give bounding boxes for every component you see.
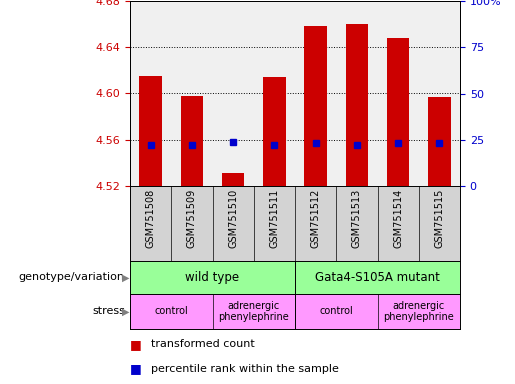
- Text: transformed count: transformed count: [150, 339, 254, 349]
- Text: GSM751514: GSM751514: [393, 188, 403, 248]
- Bar: [346, 24, 368, 186]
- Text: GSM751512: GSM751512: [311, 188, 321, 248]
- Text: GSM751513: GSM751513: [352, 188, 362, 248]
- Text: control: control: [154, 306, 188, 316]
- Text: GSM751509: GSM751509: [187, 188, 197, 248]
- Text: ▶: ▶: [122, 273, 129, 283]
- Text: percentile rank within the sample: percentile rank within the sample: [150, 364, 338, 374]
- Text: stress: stress: [92, 306, 125, 316]
- Text: GSM751511: GSM751511: [269, 188, 279, 248]
- Bar: [263, 77, 286, 186]
- Bar: [222, 173, 245, 186]
- Text: ■: ■: [130, 338, 142, 351]
- Bar: [428, 97, 451, 186]
- Text: control: control: [319, 306, 353, 316]
- Text: ■: ■: [130, 362, 142, 375]
- Text: wild type: wild type: [185, 271, 239, 284]
- Text: genotype/variation: genotype/variation: [19, 273, 125, 283]
- Bar: [181, 96, 203, 186]
- Bar: [304, 26, 327, 186]
- Bar: [139, 76, 162, 186]
- Bar: [387, 38, 409, 186]
- Text: adrenergic
phenylephrine: adrenergic phenylephrine: [383, 301, 454, 322]
- Text: ▶: ▶: [122, 306, 129, 316]
- Text: Gata4-S105A mutant: Gata4-S105A mutant: [315, 271, 440, 284]
- Text: GSM751515: GSM751515: [434, 188, 444, 248]
- Text: GSM751508: GSM751508: [146, 188, 156, 248]
- Text: adrenergic
phenylephrine: adrenergic phenylephrine: [218, 301, 289, 322]
- Text: GSM751510: GSM751510: [228, 188, 238, 248]
